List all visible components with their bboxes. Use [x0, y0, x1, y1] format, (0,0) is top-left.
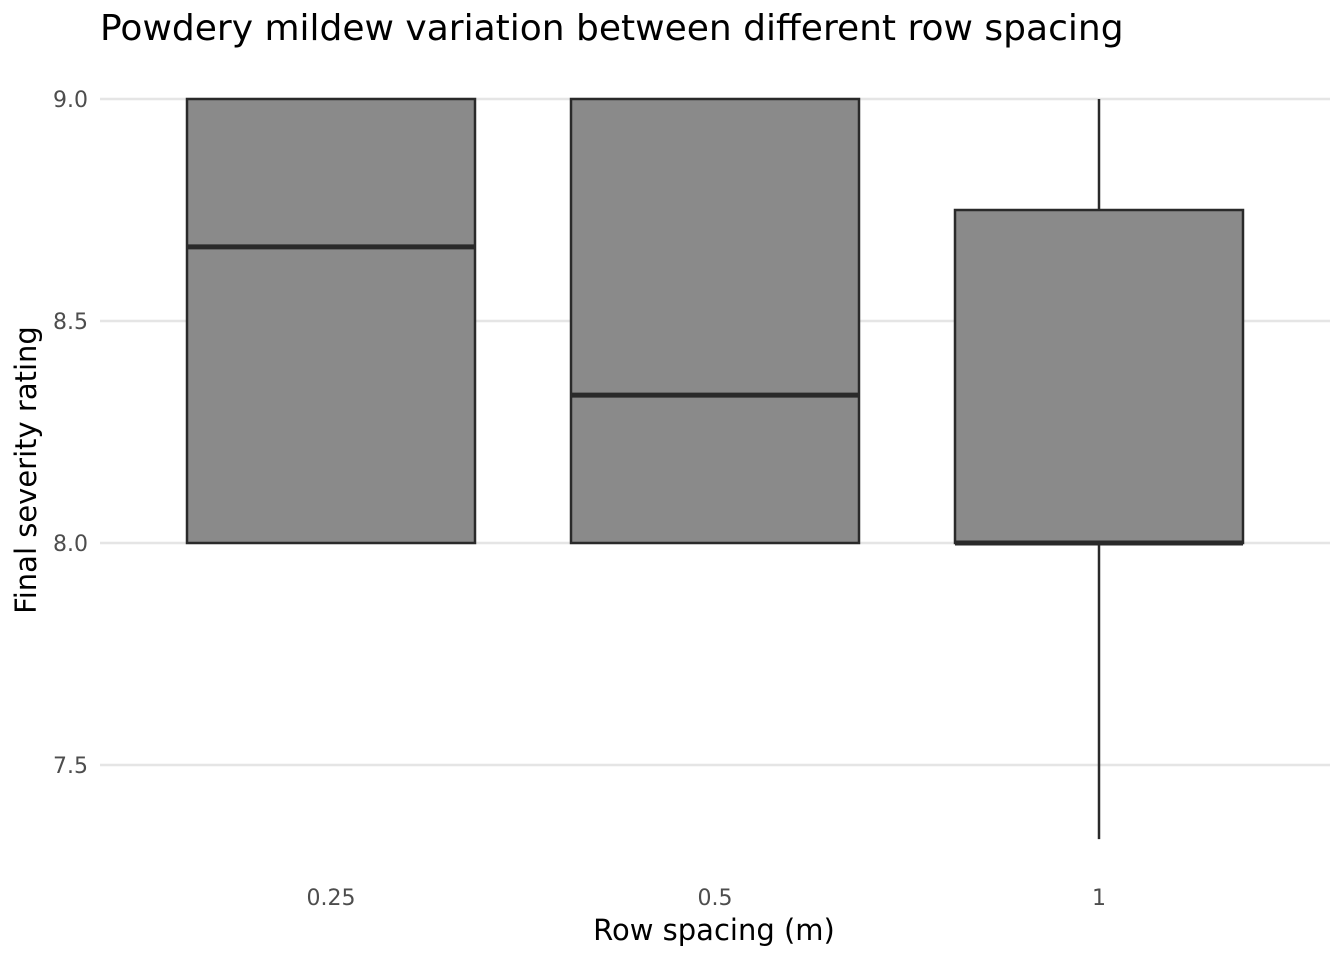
x-tick-label: 0.25: [307, 886, 356, 911]
y-tick-label: 7.5: [53, 754, 88, 779]
y-tick-label: 9.0: [53, 88, 88, 113]
box-body: [185, 97, 477, 545]
x-axis-title: Row spacing (m): [593, 913, 835, 947]
y-tick-label: 8.0: [53, 532, 88, 557]
boxes: [185, 97, 1245, 840]
y-axis-title: Final severity rating: [9, 326, 43, 614]
x-tick-labels: 0.25 0.5 1: [307, 886, 1106, 911]
y-tick-label: 8.5: [53, 310, 88, 335]
x-tick-label: 0.5: [698, 886, 733, 911]
box-body: [953, 208, 1245, 545]
box-0.25: [185, 97, 477, 545]
chart-title: Powdery mildew variation between differe…: [100, 8, 1124, 49]
x-tick-label: 1: [1092, 886, 1106, 911]
y-tick-labels: 7.5 8.0 8.5 9.0: [53, 88, 88, 779]
box-1: [953, 99, 1245, 840]
box-0.5: [569, 97, 861, 545]
box-body: [569, 97, 861, 545]
